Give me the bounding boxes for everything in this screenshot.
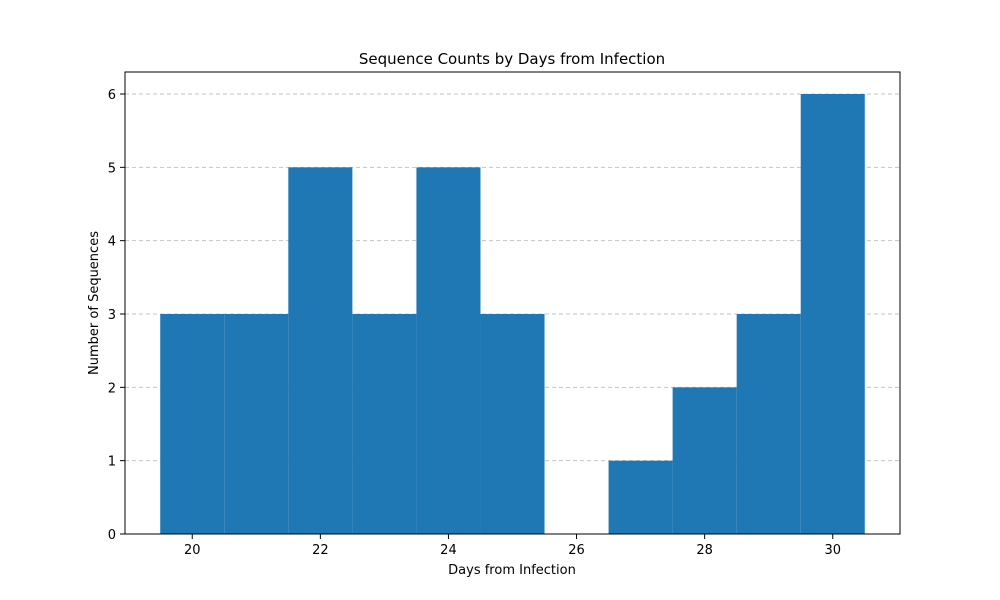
bar-day-28 [672,387,737,534]
bar-day-29 [736,314,801,534]
x-tick-label: 30 [824,543,841,558]
x-tick-label: 26 [568,543,585,558]
x-tick-label: 28 [696,543,713,558]
bar-day-20 [160,314,225,534]
bar-day-21 [224,314,289,534]
chart-title: Sequence Counts by Days from Infection [359,50,665,68]
bar-day-24 [416,167,481,535]
bars [160,94,865,535]
y-tick-label: 5 [108,161,116,176]
x-tick-label: 24 [440,543,457,558]
x-tick-label: 22 [312,543,329,558]
plot-frame [124,71,901,535]
bar-day-25 [480,314,545,534]
y-tick-label: 2 [108,381,116,396]
y-tick-label: 3 [108,308,116,323]
y-tick-label: 4 [108,235,116,250]
y-tick-label: 1 [108,455,116,470]
x-axis-title: Days from Infection [448,563,576,578]
y-axis: 0 1 2 3 4 5 6 [108,88,125,543]
y-axis-title: Number of Sequences [87,231,102,375]
bar-day-30 [800,94,865,534]
bar-day-22 [288,167,353,535]
x-tick-label: 20 [184,543,201,558]
bar-day-27 [608,460,673,534]
bar-day-23 [352,314,417,534]
y-tick-label: 6 [108,88,116,103]
x-axis: 20 22 24 26 28 30 [184,534,841,558]
y-tick-label: 0 [108,528,116,543]
